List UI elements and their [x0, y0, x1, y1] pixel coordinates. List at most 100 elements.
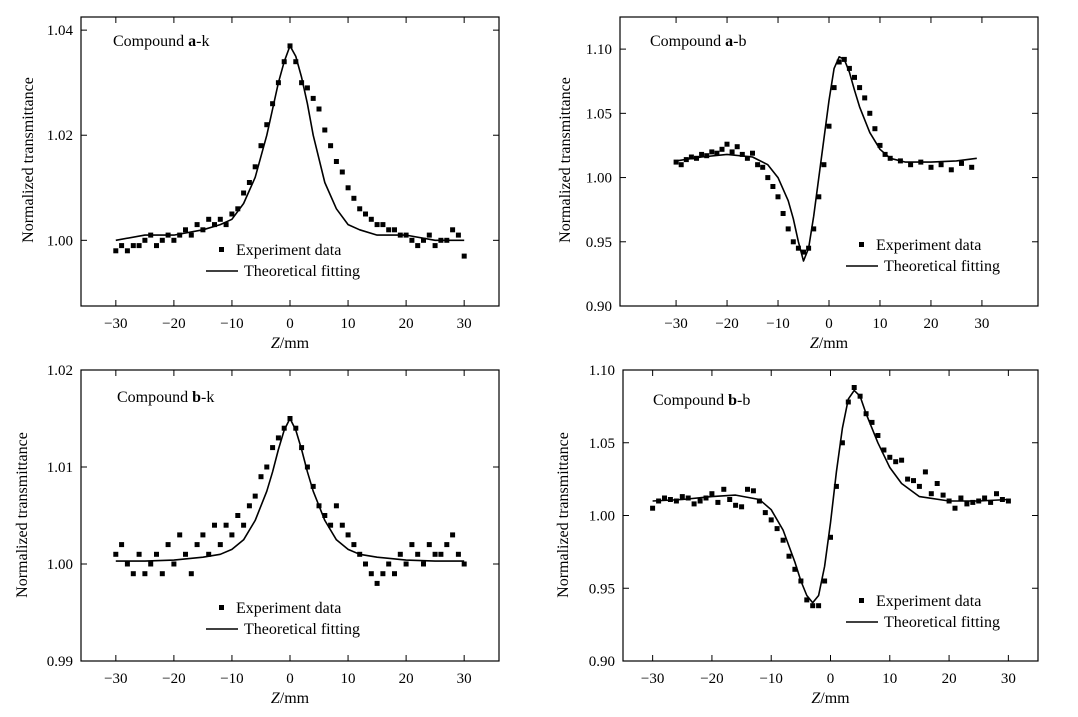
data-point: [976, 498, 982, 504]
data-point: [857, 85, 863, 91]
data-point: [212, 522, 217, 528]
y-tick-label: 1.10: [589, 363, 615, 379]
data-point: [246, 180, 252, 185]
y-tick-label: 1.05: [586, 106, 612, 122]
data-point: [403, 232, 409, 238]
legend-label-fitting: Theoretical fitting: [244, 621, 360, 638]
data-point: [970, 499, 976, 505]
plot-frame: [80, 369, 500, 662]
y-axis-label: Normalized transmittance: [555, 432, 572, 598]
fit-curve: [652, 389, 1009, 604]
data-point: [223, 522, 229, 528]
data-point: [252, 164, 258, 170]
data-point: [397, 232, 403, 238]
data-point: [756, 498, 762, 504]
y-tick-label: 0.95: [586, 235, 612, 251]
data-point: [673, 498, 679, 504]
data-point: [264, 464, 270, 470]
data-point: [875, 433, 881, 438]
data-point: [455, 551, 461, 557]
data-point: [142, 571, 148, 577]
data-point: [299, 445, 305, 451]
data-point: [177, 232, 183, 238]
data-point: [304, 464, 310, 470]
data-point: [432, 243, 438, 249]
data-point: [934, 481, 940, 486]
data-point: [719, 146, 725, 152]
data-point: [770, 184, 776, 189]
legend-label-experiment: Experiment data: [876, 593, 981, 610]
data-point: [392, 227, 397, 233]
data-point: [916, 483, 922, 489]
data-point: [948, 167, 954, 173]
panel-title: Compound a-k: [113, 33, 209, 50]
x-axis-label: Z/mm: [271, 690, 310, 707]
data-point: [368, 216, 374, 222]
panel-title-suffix: -k: [196, 33, 209, 50]
y-tick-label: 0.99: [47, 654, 73, 670]
y-axis-label: Normalized transmittance: [14, 432, 31, 598]
fit-curve: [115, 417, 465, 562]
data-point: [739, 504, 745, 510]
data-point: [727, 497, 733, 502]
data-point: [293, 59, 299, 65]
data-point: [194, 222, 200, 228]
x-axis-label-unit: /mm: [819, 335, 849, 352]
data-point: [650, 505, 656, 511]
data-point: [281, 425, 287, 431]
data-point: [774, 526, 780, 532]
data-point: [299, 80, 305, 86]
x-tick-label: 20: [399, 316, 414, 332]
data-point: [679, 494, 685, 500]
data-point: [392, 571, 397, 577]
data-point: [316, 503, 322, 509]
data-point: [846, 65, 852, 71]
data-point: [194, 542, 200, 548]
panel-title-suffix: -k: [201, 389, 214, 406]
panel-title: Compound b-k: [117, 389, 214, 406]
x-tick-label: 10: [341, 316, 356, 332]
data-point: [881, 447, 887, 453]
data-point: [928, 491, 934, 497]
data-point: [750, 150, 755, 156]
legend-label-experiment: Experiment data: [876, 237, 981, 254]
data-point: [699, 151, 705, 157]
data-point: [264, 122, 270, 128]
panel-title: Compound a-b: [650, 33, 746, 50]
data-point: [368, 571, 374, 577]
data-point: [351, 195, 357, 201]
data-point: [403, 561, 409, 567]
data-point: [154, 551, 159, 557]
data-point: [322, 513, 328, 518]
x-tick-label: −10: [220, 671, 243, 687]
data-point: [328, 143, 334, 149]
x-axis-label-unit: /mm: [820, 690, 850, 707]
chart-panel: −30 −20 −10 0 10 20 30 0.99 1.00 1.01 1.02 Z/mm Norm…: [14, 363, 500, 707]
data-point: [938, 162, 944, 168]
data-point: [421, 237, 426, 243]
y-tick-label: 1.04: [47, 23, 74, 39]
data-point: [310, 483, 316, 489]
x-tick-label: 30: [1001, 671, 1016, 687]
data-point: [200, 532, 206, 538]
data-point: [461, 561, 467, 567]
data-point: [816, 194, 822, 200]
data-point: [333, 159, 339, 164]
data-point: [165, 542, 171, 548]
panel-title-prefix: Compound: [113, 33, 188, 50]
data-point: [159, 571, 165, 577]
fit-curve: [115, 45, 465, 242]
data-point: [928, 164, 934, 170]
data-point: [426, 542, 432, 548]
data-point: [688, 154, 694, 160]
data-point: [444, 542, 450, 548]
data-point: [714, 150, 720, 156]
x-axis-label: Z/mm: [811, 690, 850, 707]
data-point: [964, 501, 970, 507]
y-tick-label: 0.90: [589, 654, 615, 670]
chart-panel: −30 −20 −10 0 10 20 30 0.90 0.95 1.00 1.05 1.10 Z/mm…: [557, 16, 1039, 352]
data-point: [733, 502, 739, 508]
data-point: [918, 159, 924, 165]
data-point: [729, 149, 735, 155]
